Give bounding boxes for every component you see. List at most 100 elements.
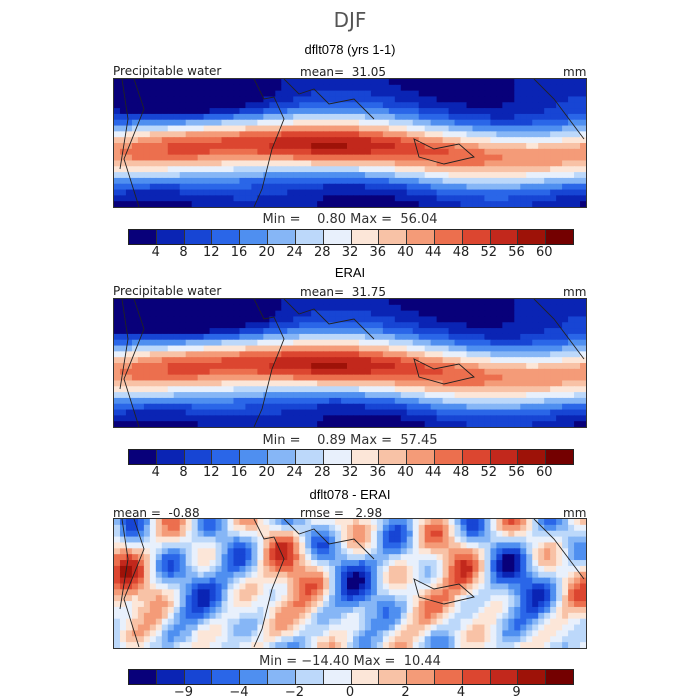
colorbar-tick-label: 16 — [230, 245, 248, 260]
map-cell — [173, 177, 181, 185]
map-cell — [161, 166, 169, 173]
map-cell — [215, 577, 223, 585]
map-cell — [376, 351, 384, 358]
map-cell — [167, 571, 175, 579]
map-cell — [454, 90, 462, 98]
map-cell — [233, 380, 241, 387]
map-cell — [376, 96, 384, 103]
map-cell — [293, 536, 300, 544]
map-cell — [119, 310, 127, 318]
map-cell — [580, 84, 586, 92]
map-cell — [347, 524, 354, 532]
map-cell — [580, 113, 586, 121]
map-cell — [568, 368, 575, 376]
map-cell — [173, 148, 181, 156]
map-cell — [370, 542, 378, 549]
map-cell — [215, 96, 223, 103]
map-cell — [394, 589, 402, 596]
map-cell — [221, 201, 229, 207]
map-cell — [562, 79, 569, 86]
map-cell — [574, 119, 581, 127]
map-cell — [394, 409, 402, 416]
map-cell — [358, 397, 366, 405]
map-cell — [418, 357, 426, 364]
map-cell — [382, 154, 390, 162]
map-cell — [143, 351, 151, 358]
map-cell — [209, 565, 217, 573]
map-cell — [466, 328, 474, 335]
map-cell — [119, 403, 127, 411]
map-cell — [430, 583, 438, 590]
map-cell — [568, 618, 575, 626]
map-cell — [251, 554, 258, 561]
map-cell — [191, 612, 199, 620]
map-cell — [406, 415, 414, 422]
map-cell — [173, 125, 181, 132]
map-cell — [179, 403, 187, 411]
map-cell — [430, 177, 438, 185]
map-cell — [341, 189, 348, 196]
map-cell — [418, 96, 426, 103]
map-cell — [376, 583, 384, 590]
map-cell — [197, 148, 205, 156]
map-cell — [221, 583, 229, 590]
map-cell — [281, 421, 288, 427]
map-cell — [335, 363, 342, 370]
map-cell — [257, 554, 264, 561]
map-cell — [185, 79, 193, 86]
map-cell — [215, 113, 223, 121]
map-cell — [293, 524, 300, 532]
map-cell — [568, 166, 575, 173]
map-cell — [143, 84, 151, 92]
map-cell — [233, 160, 241, 167]
colorbar-swatch — [240, 230, 269, 244]
map-cell — [227, 119, 235, 127]
map-cell — [358, 554, 366, 561]
map-cell — [335, 119, 342, 127]
map-cell — [269, 595, 276, 602]
map-cell — [221, 183, 229, 191]
map-cell — [269, 322, 276, 329]
coastline — [119, 79, 129, 170]
map-cell — [460, 554, 468, 561]
map-cell — [370, 595, 378, 602]
map-cell — [472, 322, 480, 329]
map-cell — [227, 392, 235, 399]
map-cell — [418, 595, 426, 602]
map-cell — [209, 339, 217, 347]
map-cell — [568, 183, 575, 191]
map-cell — [323, 374, 330, 382]
map-cell — [287, 322, 294, 329]
map-cell — [442, 554, 450, 561]
map-cell — [466, 119, 474, 127]
map-cell — [305, 595, 312, 602]
map-cell — [119, 137, 127, 144]
map-cell — [137, 571, 145, 579]
panel-1-colorbar-ticks: 4 8 12 16 20 24 28 32 36 40 44 48 52 56 60 — [128, 245, 572, 260]
map-cell — [323, 409, 330, 416]
map-cell — [574, 536, 581, 544]
map-cell — [478, 368, 486, 376]
map-cell — [436, 125, 444, 132]
map-cell — [550, 403, 557, 411]
map-cell — [305, 415, 312, 422]
map-cell — [514, 536, 521, 544]
map-cell — [454, 160, 462, 167]
map-cell — [550, 421, 557, 427]
map-cell — [526, 542, 533, 549]
map-cell — [454, 125, 462, 132]
map-cell — [502, 589, 509, 596]
map-cell — [568, 357, 575, 364]
map-cell — [179, 143, 187, 150]
colorbar-swatch — [407, 230, 435, 244]
map-cell — [412, 595, 420, 602]
map-cell — [239, 79, 247, 86]
map-cell — [125, 339, 133, 347]
map-cell — [478, 397, 486, 405]
colorbar-tick-label: 36 — [369, 245, 387, 260]
map-cell — [287, 577, 294, 585]
map-cell — [370, 113, 378, 121]
map-cell — [406, 403, 414, 411]
map-cell — [454, 601, 462, 608]
map-cell — [149, 345, 157, 352]
